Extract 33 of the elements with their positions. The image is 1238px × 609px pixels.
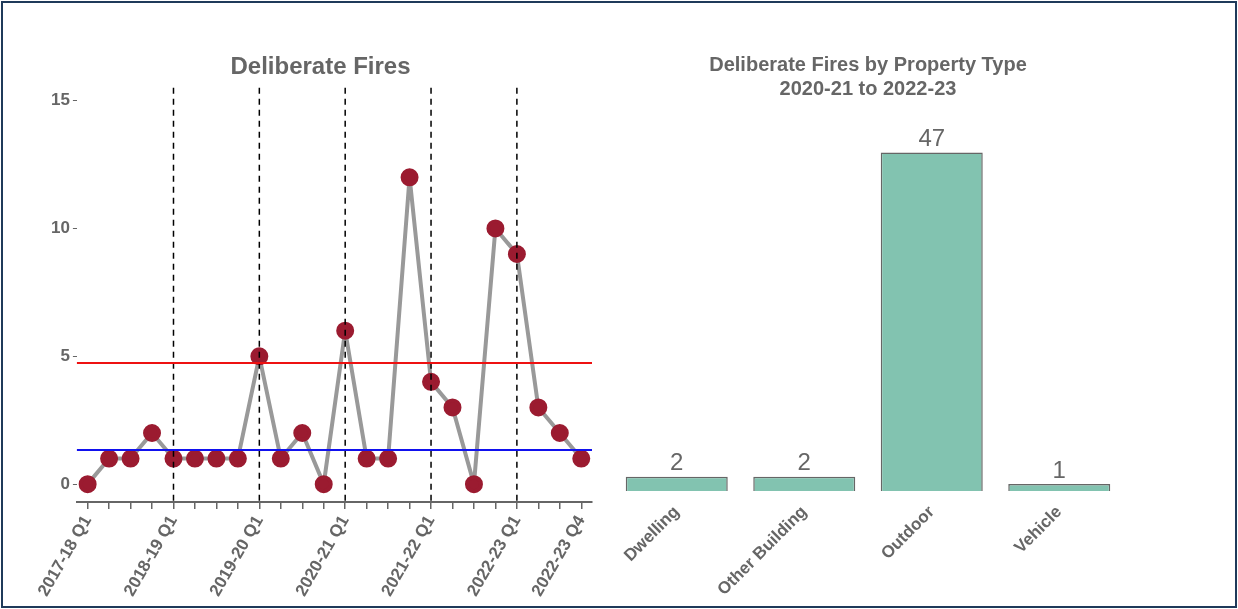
point bbox=[443, 398, 462, 417]
point bbox=[143, 424, 162, 442]
point bbox=[185, 449, 204, 468]
y-tick-label: 5 bbox=[60, 345, 70, 365]
point bbox=[464, 475, 483, 494]
point bbox=[78, 475, 97, 494]
point bbox=[164, 449, 183, 468]
point bbox=[228, 449, 247, 468]
y-tick-label: 15 bbox=[50, 90, 70, 110]
point bbox=[507, 245, 526, 264]
data-label: 2 bbox=[797, 448, 811, 476]
point bbox=[250, 347, 269, 366]
point bbox=[572, 449, 591, 468]
y-tick-label: 10 bbox=[50, 218, 70, 238]
point bbox=[271, 449, 290, 468]
point bbox=[379, 449, 398, 468]
point bbox=[121, 449, 140, 468]
point bbox=[100, 449, 119, 468]
chart-title: Deliberate Fires bbox=[230, 52, 411, 80]
chart-title: Deliberate Fires by Property Type 2020-21 to 2022-23 bbox=[709, 52, 1027, 99]
point bbox=[293, 424, 312, 442]
y-tick-label: 0 bbox=[60, 473, 70, 493]
data-label: 1 bbox=[1052, 455, 1066, 483]
point bbox=[357, 449, 376, 468]
point bbox=[336, 321, 355, 340]
point bbox=[486, 219, 505, 238]
point bbox=[314, 475, 333, 494]
point bbox=[400, 168, 419, 187]
data-label: 2 bbox=[670, 448, 684, 476]
point bbox=[550, 424, 569, 442]
point bbox=[207, 449, 226, 468]
data-label: 47 bbox=[918, 124, 946, 152]
point bbox=[529, 398, 548, 417]
